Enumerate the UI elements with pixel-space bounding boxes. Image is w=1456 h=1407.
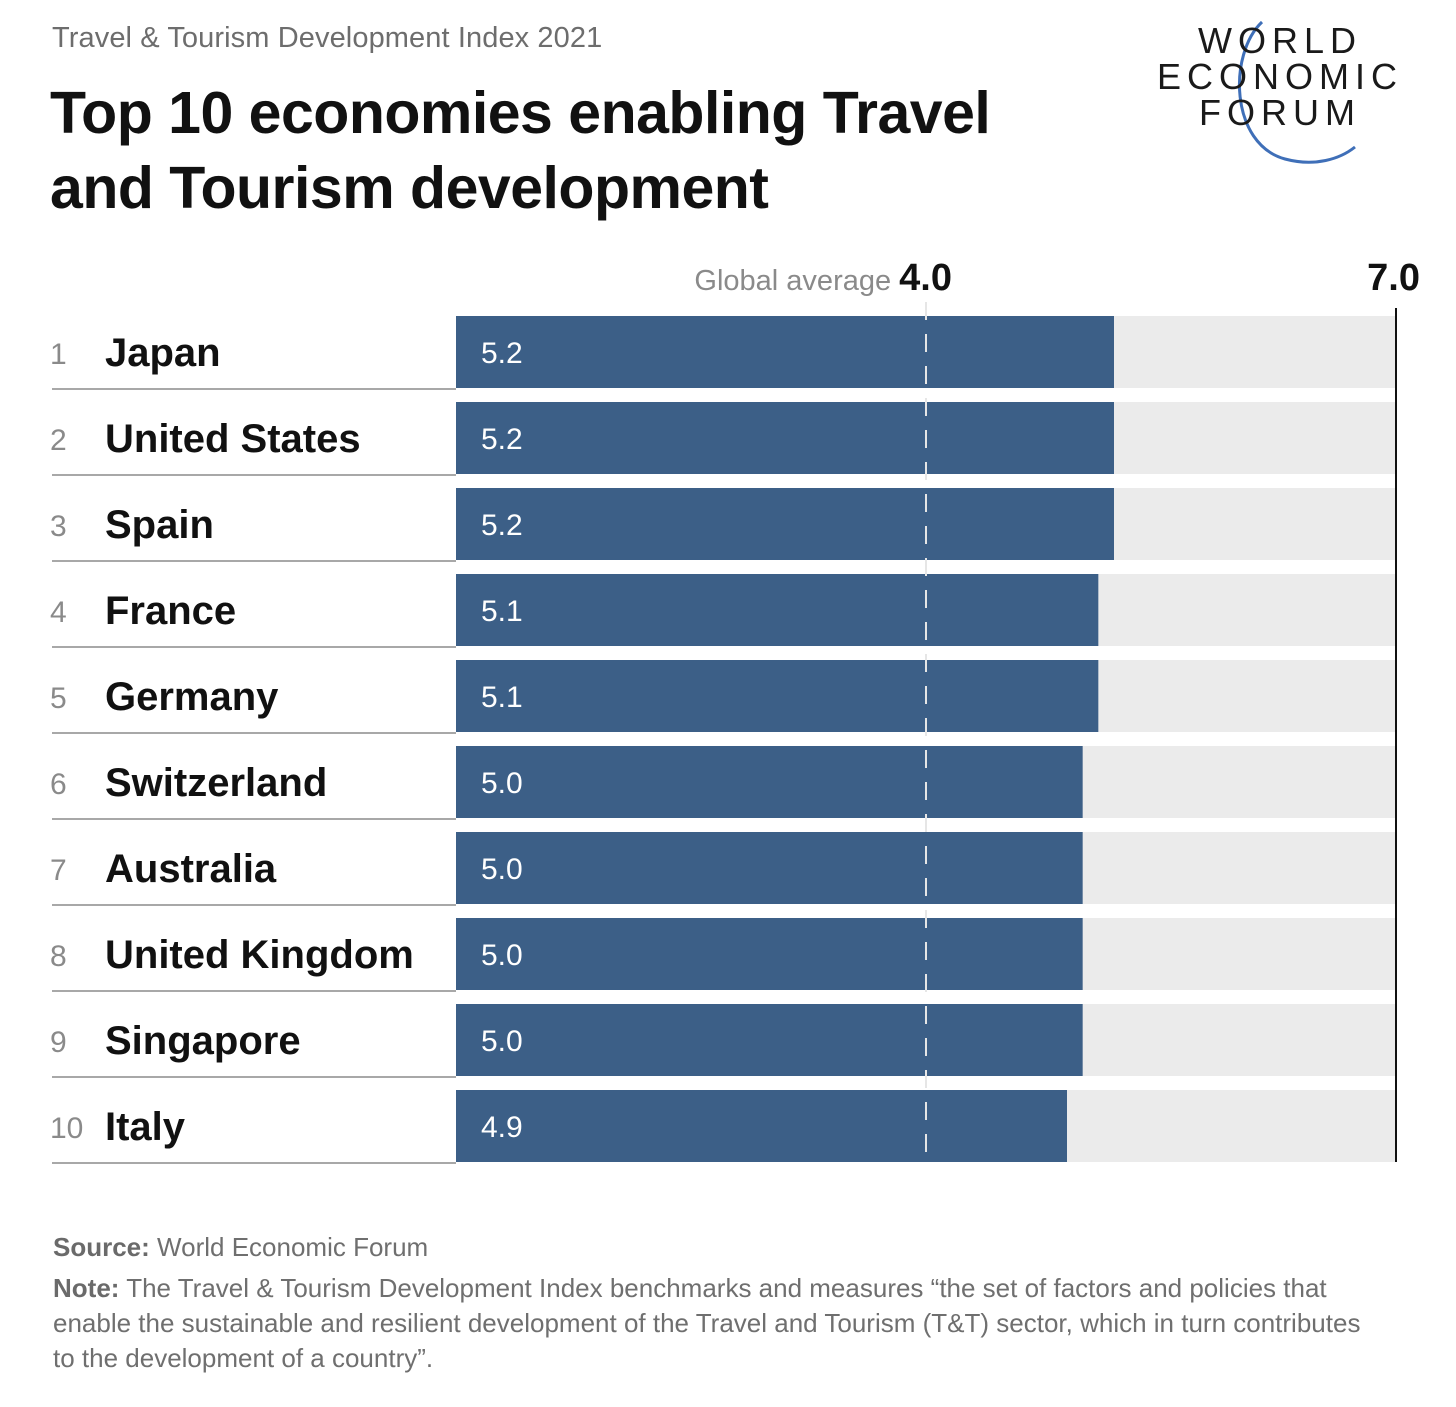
logo-line-3: FORUM: [1199, 92, 1361, 133]
bar-value-label: 5.1: [481, 681, 523, 714]
max-label: 7.0: [1367, 257, 1420, 299]
bar-value-label: 4.9: [481, 1111, 523, 1144]
rank-label: 4: [50, 596, 67, 629]
rank-label: 8: [50, 940, 67, 973]
rank-label: 1: [50, 338, 67, 371]
rank-label: 6: [50, 768, 67, 801]
logo-arc-icon: [1237, 20, 1356, 164]
logo-line-1: WORLD: [1198, 20, 1362, 61]
rank-label: 5: [50, 682, 67, 715]
rank-label: 10: [50, 1112, 83, 1145]
category-label: United Kingdom: [105, 933, 414, 977]
category-label: Switzerland: [105, 761, 327, 805]
category-label: Germany: [105, 675, 279, 719]
bar-value-label: 5.2: [481, 423, 523, 456]
global-average-label: Global average 4.0: [694, 257, 952, 299]
note-text: The Travel & Tourism Development Index b…: [53, 1273, 1361, 1373]
bar: [456, 1090, 1067, 1162]
bar: [456, 316, 1114, 388]
bar-value-label: 5.1: [481, 595, 523, 628]
bar: [456, 488, 1114, 560]
note-label: Note:: [53, 1273, 120, 1303]
category-label: Italy: [105, 1105, 186, 1149]
chart-title: Top 10 economies enabling Travel and Tou…: [50, 80, 991, 221]
supertitle: Travel & Tourism Development Index 2021: [52, 22, 603, 54]
logo-line-2: ECONOMIC: [1157, 56, 1403, 97]
bar: [456, 574, 1099, 646]
bar-value-label: 5.0: [481, 853, 523, 886]
bar-value-label: 5.0: [481, 1025, 523, 1058]
bar: [456, 660, 1099, 732]
category-label: France: [105, 589, 236, 633]
bar-value-label: 5.0: [481, 939, 523, 972]
category-label: Singapore: [105, 1019, 301, 1063]
footer: Source: World Economic Forum Note: The T…: [53, 1230, 1373, 1382]
category-label: Australia: [105, 847, 277, 891]
bar-chart: 5.2 1 Japan 5.2 2 United States 5.2 3 Spain 5.1 4 F…: [50, 257, 1420, 1164]
category-label: Spain: [105, 503, 214, 547]
bar-value-label: 5.2: [481, 337, 523, 370]
note-line: Note: The Travel & Tourism Development I…: [53, 1271, 1373, 1376]
bar: [456, 918, 1083, 990]
rank-label: 3: [50, 510, 67, 543]
rank-label: 2: [50, 424, 67, 457]
wef-logo: WORLD ECONOMIC FORUM: [1150, 14, 1410, 174]
source-text: World Economic Forum: [157, 1232, 429, 1262]
bar: [456, 832, 1083, 904]
category-label: United States: [105, 417, 361, 461]
bar-value-label: 5.2: [481, 509, 523, 542]
rank-label: 9: [50, 1026, 67, 1059]
rank-label: 7: [50, 854, 67, 887]
category-label: Japan: [105, 331, 221, 375]
bar: [456, 402, 1114, 474]
bar: [456, 1004, 1083, 1076]
source-label: Source:: [53, 1232, 150, 1262]
bar: [456, 746, 1083, 818]
bar-value-label: 5.0: [481, 767, 523, 800]
source-line: Source: World Economic Forum: [53, 1230, 1373, 1265]
